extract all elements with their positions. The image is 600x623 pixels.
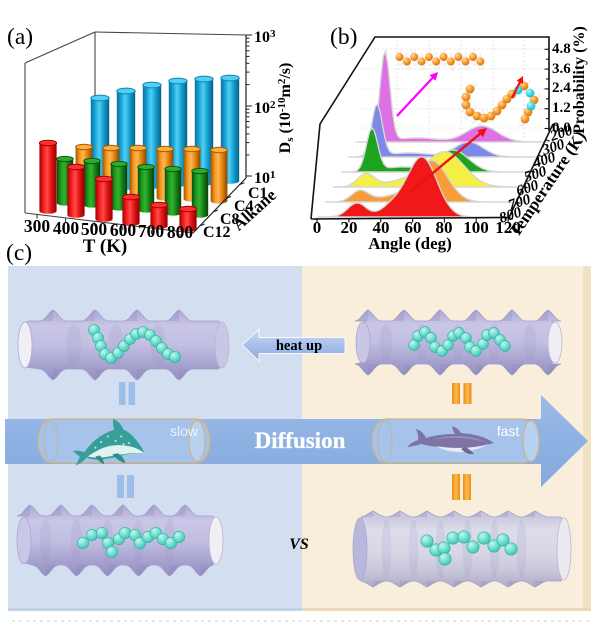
svg-text:20: 20 [341, 218, 358, 237]
svg-text:slow: slow [170, 423, 199, 439]
svg-text:200: 200 [547, 122, 575, 145]
svg-text:Probability (%): Probability (%) [571, 26, 588, 134]
svg-text:80: 80 [436, 218, 453, 237]
svg-text:700: 700 [138, 221, 165, 241]
svg-text:100: 100 [463, 218, 489, 237]
svg-text:fast: fast [497, 423, 520, 439]
svg-text:120: 120 [495, 218, 521, 237]
svg-text:300: 300 [539, 136, 567, 159]
svg-text:Angle (deg): Angle (deg) [368, 234, 452, 253]
svg-text:500: 500 [81, 219, 108, 239]
svg-text:4.8: 4.8 [552, 41, 571, 57]
svg-text:0.0: 0.0 [552, 120, 571, 136]
svg-text:(a): (a) [7, 24, 33, 50]
svg-text:400: 400 [530, 149, 558, 172]
svg-text:600: 600 [514, 177, 541, 199]
svg-text:0: 0 [313, 218, 322, 237]
svg-text:800: 800 [167, 222, 194, 242]
svg-text:T (K): T (K) [83, 236, 128, 257]
svg-text:(b): (b) [330, 24, 357, 50]
svg-text:Ds (10-10m2/s): Ds (10-10m2/s) [276, 63, 296, 154]
svg-text:C8: C8 [220, 211, 240, 228]
svg-text:500: 500 [522, 163, 549, 185]
svg-text:40: 40 [373, 218, 390, 237]
svg-text:(c): (c) [6, 240, 32, 266]
svg-text:C12: C12 [203, 224, 231, 241]
svg-text:400: 400 [53, 218, 80, 238]
svg-text:60: 60 [405, 218, 422, 237]
svg-text:700: 700 [506, 191, 533, 213]
svg-text:C1: C1 [248, 185, 268, 202]
svg-text:2.4: 2.4 [552, 80, 571, 96]
svg-text:3.6: 3.6 [552, 61, 571, 77]
svg-text:1.2: 1.2 [552, 100, 571, 116]
svg-text:600: 600 [110, 220, 137, 240]
svg-text:300: 300 [24, 216, 51, 236]
svg-text:C4: C4 [234, 198, 254, 215]
svg-text:heat up: heat up [276, 338, 322, 354]
svg-text:VS: VS [289, 536, 309, 553]
svg-text:Diffusion: Diffusion [255, 428, 346, 453]
svg-text:800: 800 [497, 204, 524, 226]
